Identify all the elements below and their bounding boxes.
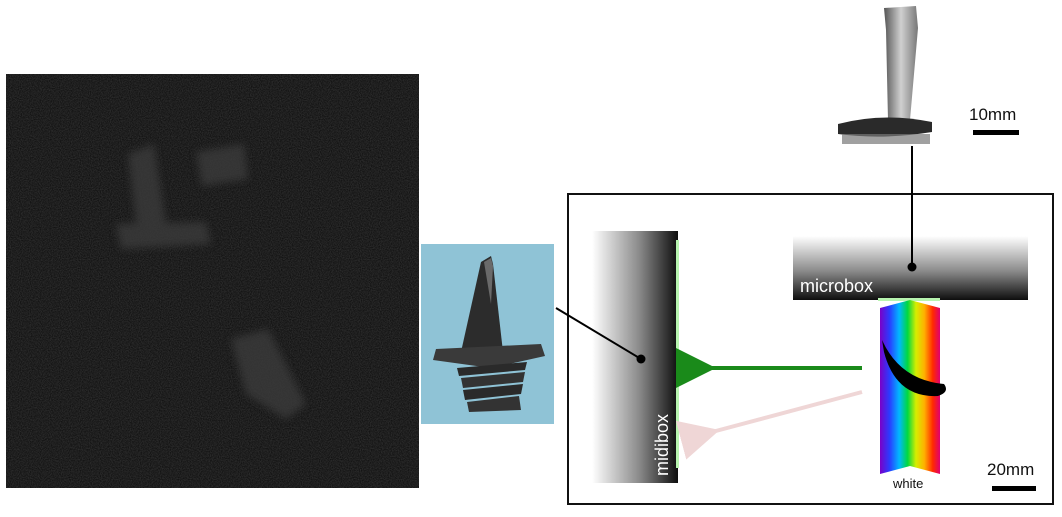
midibox <box>592 231 678 483</box>
midibox-detector-strip <box>676 240 679 468</box>
scale-bar-bottom <box>992 486 1036 491</box>
scale-bar-top <box>973 130 1019 135</box>
scale-label-bottom: 20mm <box>987 460 1035 479</box>
xray-blade-ghost <box>6 74 419 488</box>
spectrum-label: white <box>893 476 924 491</box>
microbox-point <box>907 262 917 272</box>
blade-photo <box>421 244 554 424</box>
scale-label-top: 10mm <box>969 105 1017 124</box>
xray-image <box>6 74 419 488</box>
blade-cross-section <box>882 340 946 397</box>
microbox-detector-strip <box>878 298 940 301</box>
midibox-point <box>636 354 646 364</box>
faint-beam-arrow <box>675 390 863 460</box>
microbox-label: microbox <box>800 276 874 296</box>
turbine-blade-icon <box>421 244 554 424</box>
diagram-frame <box>567 193 1054 505</box>
blade-projection <box>838 6 932 144</box>
connector-line-left <box>555 307 642 360</box>
